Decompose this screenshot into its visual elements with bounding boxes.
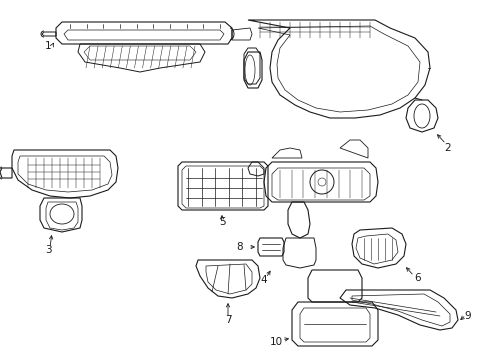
Text: 8: 8 xyxy=(236,242,243,252)
Text: 9: 9 xyxy=(464,311,470,321)
Text: 6: 6 xyxy=(414,273,421,283)
Text: 10: 10 xyxy=(269,337,282,347)
Text: 1: 1 xyxy=(44,41,51,51)
Text: 5: 5 xyxy=(218,217,225,227)
Text: 7: 7 xyxy=(224,315,231,325)
Text: 4: 4 xyxy=(260,275,267,285)
Text: 3: 3 xyxy=(44,245,51,255)
Text: 2: 2 xyxy=(444,143,450,153)
